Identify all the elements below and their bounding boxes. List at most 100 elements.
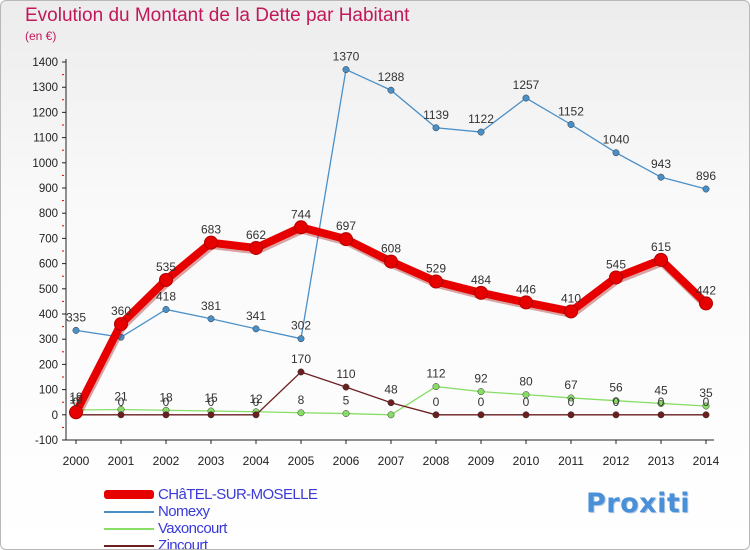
data-point-vaxoncourt bbox=[342, 410, 350, 417]
data-point-nomexy bbox=[297, 335, 305, 343]
data-label: 0 bbox=[208, 395, 215, 409]
data-label: 15 bbox=[204, 391, 218, 405]
data-point-nomexy bbox=[522, 94, 530, 102]
y-tick-label: 300 bbox=[39, 334, 58, 346]
data-point-vaxoncourt bbox=[567, 394, 575, 402]
data-label: 545 bbox=[606, 257, 626, 271]
data-point-chatel bbox=[429, 274, 443, 289]
legend-swatch-vaxoncourt bbox=[104, 527, 154, 530]
data-label: 0 bbox=[478, 395, 485, 409]
legend-label-chatel: CHâTEL-SUR-MOSELLE bbox=[158, 486, 318, 503]
data-point-nomexy bbox=[162, 306, 170, 313]
data-label: 8 bbox=[298, 393, 305, 407]
data-label: 56 bbox=[609, 381, 623, 395]
data-label: 1040 bbox=[603, 133, 630, 147]
data-point-chatel bbox=[339, 232, 353, 247]
data-point-zincourt bbox=[702, 411, 710, 419]
data-label: 615 bbox=[651, 240, 671, 254]
data-label: 943 bbox=[651, 157, 671, 171]
data-point-zincourt bbox=[297, 368, 305, 376]
legend-swatch-zincourt bbox=[104, 544, 154, 547]
data-label: 302 bbox=[291, 319, 311, 333]
legend-item-zincourt: Zincourt bbox=[104, 537, 317, 549]
data-point-nomexy bbox=[567, 121, 575, 128]
data-label: 608 bbox=[381, 242, 401, 256]
legend-swatch-nomexy bbox=[104, 510, 154, 513]
data-label: 35 bbox=[699, 386, 713, 400]
data-label: 10 bbox=[69, 392, 83, 406]
data-label: 112 bbox=[426, 367, 445, 381]
data-point-nomexy bbox=[702, 185, 710, 193]
x-tick-label: 2007 bbox=[378, 454, 405, 468]
chart-title: Evolution du Montant de la Dette par Hab… bbox=[25, 5, 410, 26]
y-tick-label: 1400 bbox=[32, 57, 58, 69]
data-point-vaxoncourt bbox=[432, 383, 440, 391]
data-point-zincourt bbox=[387, 399, 395, 407]
data-label: 110 bbox=[336, 367, 355, 381]
data-point-nomexy bbox=[657, 173, 665, 181]
y-tick-label: 1200 bbox=[32, 107, 58, 119]
x-tick-label: 2010 bbox=[513, 454, 540, 468]
data-point-nomexy bbox=[387, 86, 395, 94]
data-point-nomexy bbox=[612, 149, 620, 157]
data-label: 0 bbox=[253, 395, 260, 409]
x-tick-label: 2013 bbox=[648, 454, 675, 468]
data-label: 12 bbox=[249, 392, 263, 406]
x-tick-label: 2001 bbox=[108, 454, 135, 468]
data-point-zincourt bbox=[522, 411, 530, 419]
data-label: 67 bbox=[564, 378, 578, 392]
y-tick-label: 600 bbox=[39, 259, 58, 271]
legend-item-chatel: CHâTEL-SUR-MOSELLE bbox=[104, 486, 318, 503]
data-label: 0 bbox=[118, 395, 125, 409]
data-label: 0 bbox=[433, 395, 440, 409]
data-label: 1152 bbox=[558, 104, 584, 118]
proxiti-logo: Proxiti bbox=[586, 488, 690, 519]
data-label: 1139 bbox=[423, 108, 449, 122]
data-point-chatel bbox=[69, 405, 83, 420]
data-point-chatel bbox=[519, 295, 533, 310]
data-label: 48 bbox=[384, 383, 398, 397]
data-label: 170 bbox=[291, 352, 311, 366]
y-tick-label: 100 bbox=[39, 385, 58, 397]
data-label: 744 bbox=[291, 207, 311, 221]
data-point-vaxoncourt bbox=[657, 400, 665, 407]
data-point-zincourt bbox=[567, 411, 575, 419]
data-point-chatel bbox=[114, 317, 128, 332]
data-point-zincourt bbox=[117, 411, 125, 419]
x-tick-label: 2008 bbox=[423, 454, 450, 468]
data-label: 18 bbox=[159, 390, 173, 404]
data-point-chatel bbox=[609, 270, 623, 285]
data-point-chatel bbox=[474, 285, 488, 300]
data-point-chatel bbox=[699, 296, 713, 311]
x-tick-label: 2014 bbox=[693, 454, 720, 468]
data-point-chatel bbox=[204, 235, 218, 250]
data-label: 341 bbox=[246, 309, 266, 323]
data-label: 0 bbox=[703, 395, 710, 409]
y-tick-label: 900 bbox=[39, 183, 58, 195]
legend-label-nomexy: Nomexy bbox=[158, 503, 210, 520]
data-label: 45 bbox=[654, 383, 668, 397]
data-label: 381 bbox=[201, 299, 221, 313]
legend-item-vaxoncourt: Vaxoncourt bbox=[104, 520, 317, 537]
data-label: 896 bbox=[696, 169, 716, 183]
chart-subtitle: (en €) bbox=[25, 29, 57, 43]
data-point-nomexy bbox=[207, 315, 215, 323]
data-label: 0 bbox=[568, 395, 575, 409]
data-point-vaxoncourt bbox=[297, 409, 305, 417]
legend-item-nomexy: Nomexy bbox=[104, 503, 317, 520]
data-label: 1288 bbox=[378, 70, 405, 84]
x-tick-label: 2012 bbox=[603, 454, 630, 468]
data-point-nomexy bbox=[252, 325, 260, 333]
data-point-chatel bbox=[564, 304, 578, 319]
data-point-chatel bbox=[159, 272, 173, 287]
x-tick-label: 2004 bbox=[243, 454, 270, 468]
data-point-vaxoncourt bbox=[702, 402, 710, 410]
data-label: 1370 bbox=[333, 50, 360, 64]
data-point-chatel bbox=[384, 254, 398, 269]
legend-swatch-chatel bbox=[104, 490, 154, 499]
data-point-zincourt bbox=[162, 411, 170, 419]
data-label: 442 bbox=[696, 283, 716, 297]
data-label: 92 bbox=[474, 372, 488, 386]
data-label: 360 bbox=[111, 304, 131, 318]
